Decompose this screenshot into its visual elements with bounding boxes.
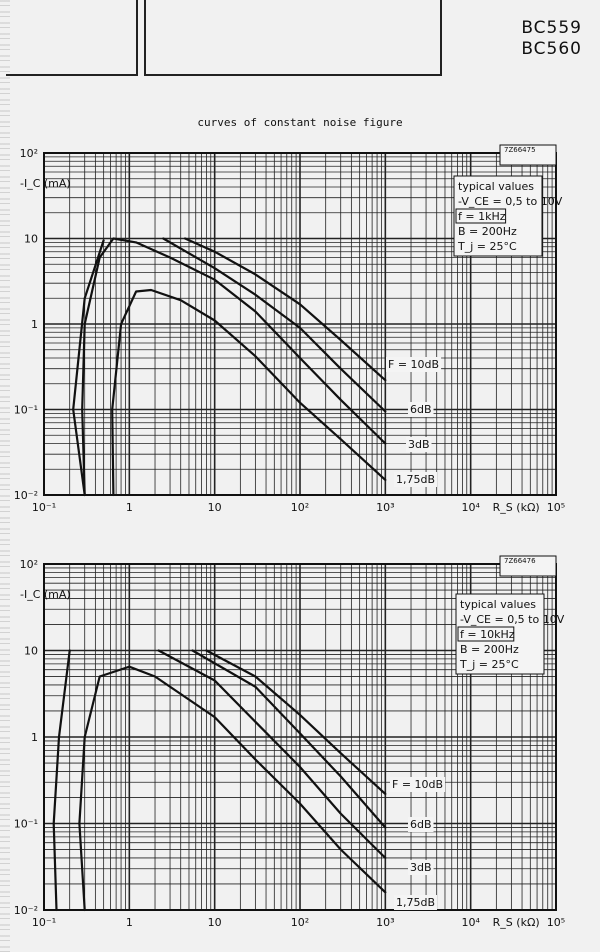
info-line: typical values (458, 180, 534, 193)
x-tick-label: 10³ (376, 916, 394, 929)
curve-label-background (408, 817, 434, 832)
y-tick-label: 10⁻² (14, 904, 38, 917)
x-axis-label: R_S (kΩ) (493, 916, 540, 929)
type-number-block: BC559 BC560 (521, 18, 582, 60)
info-box: typical values -V_CE = 0,5 to 10V f = 10kH… (455, 593, 565, 675)
y-tick-label: 10 (24, 645, 38, 658)
curve-label-background (408, 402, 434, 417)
curve-label: 1,75dB (396, 473, 435, 486)
curve-label: 3dB (408, 438, 430, 451)
curve-label: 1,75dB (396, 896, 435, 909)
y-tick-label: 10⁻² (14, 489, 38, 502)
curve-label-background (408, 860, 434, 875)
noise-curve (72, 239, 105, 497)
curve-label-background (386, 357, 442, 372)
info-line: typical values (460, 598, 536, 611)
curve-label: F = 10dB (388, 358, 439, 371)
y-tick-label: 10² (20, 558, 38, 571)
curve-label-background (390, 777, 446, 792)
noise-curve (191, 649, 387, 829)
figure-title: curves of constant noise figure (197, 116, 403, 129)
noise-curve (162, 237, 387, 413)
noise-curve (111, 288, 387, 497)
figure-code-box (499, 144, 557, 166)
noise-curve (52, 649, 71, 912)
x-tick-label: 10 (208, 501, 222, 514)
curve-label-background (406, 437, 432, 452)
type-number-1: BC559 (521, 18, 582, 38)
y-axis-label: -I_C (mA) (20, 177, 71, 190)
plot-frame (43, 152, 557, 496)
y-tick-label: 10⁻¹ (14, 404, 38, 417)
info-line: B = 200Hz (460, 643, 519, 656)
x-tick-label: 10⁻¹ (32, 501, 56, 514)
grid (43, 564, 556, 911)
header-box-left (6, 0, 138, 76)
info-box-frame (455, 593, 545, 675)
noise-curve (78, 665, 387, 912)
info-box-frame (453, 175, 543, 257)
x-tick-label: 10² (291, 916, 309, 929)
x-tick-label: 10⁴ (461, 501, 480, 514)
x-tick-label: 10² (291, 501, 309, 514)
x-tick-label: 10⁴ (461, 916, 480, 929)
x-tick-label: 10 (208, 916, 222, 929)
y-tick-label: 10² (20, 147, 38, 160)
y-tick-label: 1 (31, 731, 38, 744)
scan-edge-noise (0, 0, 10, 952)
y-tick-label: 10⁻¹ (14, 818, 38, 831)
noise-curve (205, 649, 387, 795)
x-tick-label: 10⁻¹ (32, 916, 56, 929)
grid (43, 153, 556, 496)
noise-curve (81, 237, 387, 497)
noise-curve (184, 237, 387, 382)
curve-label-background (394, 895, 438, 910)
info-line: f = 10kHz (460, 628, 515, 641)
curve-label: 6dB (410, 818, 432, 831)
info-line: B = 200Hz (458, 225, 517, 238)
x-tick-label: 10⁵ (547, 501, 565, 514)
curve-label: 6dB (410, 403, 432, 416)
curves: F = 10dB 6dB 3dB 1,75dB (72, 237, 442, 497)
frequency-highlight-box (455, 208, 507, 224)
info-line: -V_CE = 0,5 to 10V (458, 195, 563, 208)
y-axis-label: -I_C (mA) (20, 588, 71, 601)
axis-label-background (490, 915, 542, 930)
x-tick-label: 10³ (376, 501, 394, 514)
axis-label-background (490, 500, 542, 515)
info-box: typical values -V_CE = 0,5 to 10V f = 1kHz… (453, 175, 563, 257)
info-line: T_j = 25°C (459, 658, 519, 671)
plot-frame (43, 563, 557, 911)
x-tick-label: 1 (126, 501, 133, 514)
noise-curve (157, 649, 387, 859)
figure-code: 7Z66476 (504, 557, 536, 565)
figure-code: 7Z66475 (504, 146, 536, 154)
curves: F = 10dB 6dB 3dB 1,75dB (52, 649, 446, 912)
info-line: f = 1kHz (458, 210, 506, 223)
type-number-2: BC560 (521, 39, 582, 59)
y-tick-label: 10 (24, 233, 38, 246)
curve-label: 3dB (410, 861, 432, 874)
frequency-highlight-box (457, 626, 515, 642)
info-line: T_j = 25°C (457, 240, 517, 253)
x-tick-label: 10⁵ (547, 916, 565, 929)
curve-label-background (394, 472, 438, 487)
figure-code-box (499, 555, 557, 577)
header-box-middle (144, 0, 442, 76)
curve-label: F = 10dB (392, 778, 443, 791)
x-axis-label: R_S (kΩ) (493, 501, 540, 514)
info-line: -V_CE = 0,5 to 10V (460, 613, 565, 626)
y-tick-label: 1 (31, 318, 38, 331)
x-tick-label: 1 (126, 916, 133, 929)
